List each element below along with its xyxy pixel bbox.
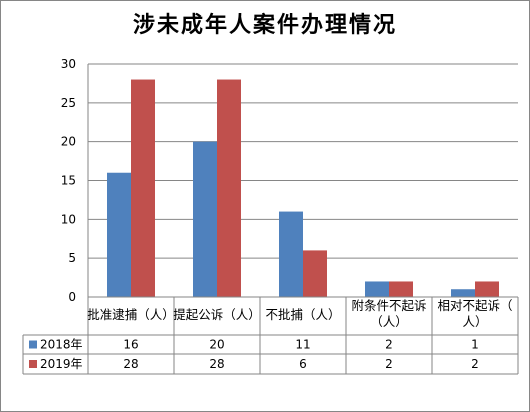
data-table-value: 2 — [471, 357, 479, 371]
y-tick-label: 0 — [68, 290, 76, 304]
legend-key-2018年 — [29, 340, 37, 349]
category-label: 相对不起诉（ — [437, 298, 512, 313]
y-tick-label: 30 — [61, 57, 76, 71]
data-table-value: 28 — [123, 357, 138, 371]
bar-2018年-3 — [365, 281, 389, 297]
category-label: 附条件不起诉 — [351, 298, 426, 313]
chart-title: 涉未成年人案件办理情况 — [132, 13, 397, 38]
bar-2019年-3 — [389, 281, 413, 297]
data-table-value: 6 — [299, 357, 307, 371]
bar-2018年-2 — [279, 211, 303, 297]
legend-label: 2018年 — [40, 338, 83, 352]
data-table-value: 16 — [123, 338, 138, 352]
data-table-value: 2 — [385, 357, 393, 371]
data-table-value: 2 — [385, 338, 393, 352]
category-label: 不批捕（人） — [265, 307, 340, 322]
y-tick-label: 5 — [68, 251, 76, 265]
bar-2019年-0 — [131, 79, 155, 298]
category-label: （人） — [370, 314, 408, 329]
category-label: 批准逮捕（人） — [87, 307, 175, 322]
legend-key-2019年 — [29, 360, 37, 368]
data-table-value: 1 — [471, 338, 479, 352]
y-tick-label: 15 — [61, 174, 76, 188]
legend-label: 2019年 — [40, 357, 83, 371]
bar-2019年-4 — [475, 281, 499, 297]
data-table-value: 20 — [209, 338, 224, 352]
data-table-value: 28 — [209, 357, 224, 371]
y-tick-label: 10 — [61, 212, 76, 226]
bar-2019年-1 — [217, 79, 241, 298]
category-label: 提起公诉（人） — [173, 307, 261, 322]
bar-2019年-2 — [303, 250, 327, 297]
y-tick-label: 20 — [61, 135, 76, 149]
bar-2018年-0 — [107, 172, 131, 297]
data-table-value: 11 — [295, 338, 310, 352]
bar-2018年-1 — [193, 141, 217, 297]
bar-2018年-4 — [451, 289, 475, 297]
category-label: 人） — [462, 314, 487, 329]
y-tick-label: 25 — [61, 96, 76, 110]
